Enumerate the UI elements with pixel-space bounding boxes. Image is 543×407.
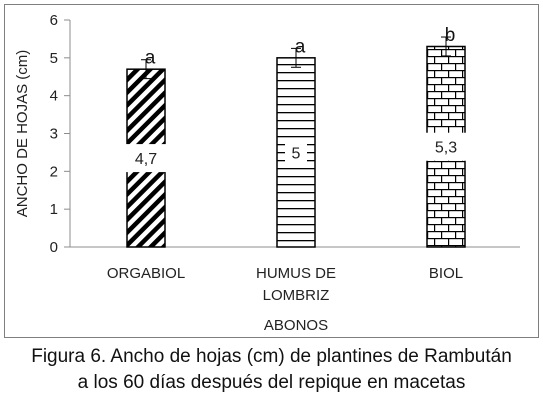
data-label-box bbox=[425, 132, 467, 161]
bars: a 4,7 a 5 b 5,3 bbox=[125, 25, 467, 248]
y-tick-label: 3 bbox=[50, 126, 58, 143]
significance-letter: b bbox=[445, 25, 456, 46]
x-axis-labels: ORGABIOL HUMUS DE LOMBRIZ BIOL bbox=[107, 265, 463, 304]
caption-line-1: Figura 6. Ancho de hojas (cm) de plantin… bbox=[31, 346, 512, 367]
data-label-box bbox=[285, 138, 307, 167]
chart-frame bbox=[4, 4, 539, 338]
data-label-box bbox=[125, 144, 167, 173]
x-tick-label: BIOL bbox=[429, 265, 463, 282]
x-tick-label: HUMUS DE bbox=[256, 265, 336, 282]
caption-line-2: a los 60 días después del repique en mac… bbox=[77, 372, 466, 393]
y-tick-label: 1 bbox=[50, 201, 58, 218]
x-tick-label: LOMBRIZ bbox=[263, 287, 330, 304]
data-label: 5 bbox=[292, 145, 301, 162]
y-tick-label: 4 bbox=[50, 88, 58, 105]
y-tick-label: 2 bbox=[50, 163, 58, 180]
significance-letter: a bbox=[295, 36, 306, 57]
x-axis-title: ABONOS bbox=[264, 317, 328, 334]
y-tick-label: 6 bbox=[50, 12, 58, 29]
data-label: 5,3 bbox=[435, 140, 457, 157]
significance-letter: a bbox=[145, 48, 156, 69]
y-tick-label: 5 bbox=[50, 50, 58, 67]
x-tick-label: ORGABIOL bbox=[107, 265, 185, 282]
data-label: 4,7 bbox=[135, 151, 157, 168]
figure-caption: Figura 6. Ancho de hojas (cm) de plantin… bbox=[0, 344, 543, 396]
y-axis-title: ANCHO DE HOJAS (cm) bbox=[14, 50, 31, 218]
y-tick-label: 0 bbox=[50, 239, 58, 256]
bar-chart: 0 1 2 3 4 5 6 a 4,7 a 5 b 5,3 ORGABIOL HUMUS DE LOMBR… bbox=[14, 12, 520, 334]
